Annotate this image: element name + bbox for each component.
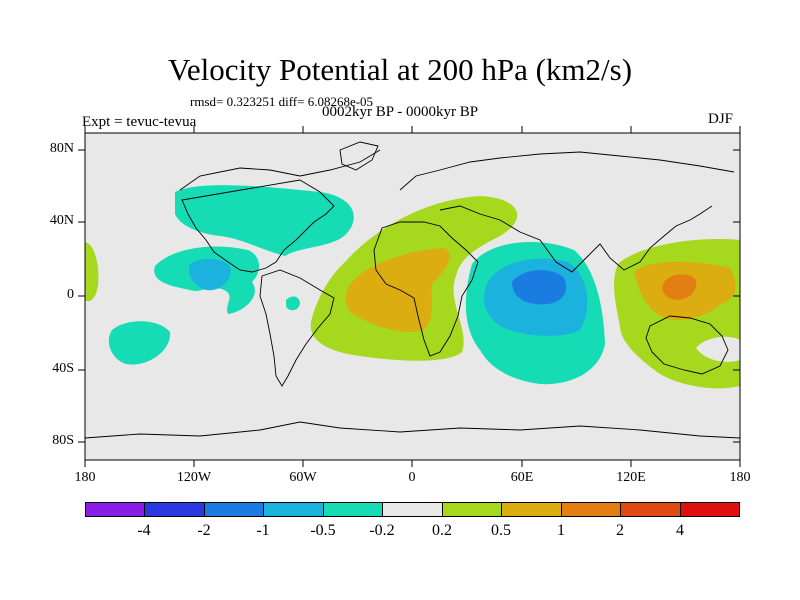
south-america-coast	[259, 269, 335, 387]
indian-ocean-center	[512, 270, 567, 305]
colorbar-label: -0.2	[369, 522, 395, 539]
south-pacific-negative	[108, 321, 171, 365]
lat-label-80s: 80S	[52, 433, 74, 448]
lon-label-120e: 120E	[616, 470, 646, 485]
colorbar-box	[502, 503, 562, 516]
australia-coast	[645, 315, 729, 375]
colorbar-box	[680, 503, 739, 516]
lon-label-0: 0	[408, 470, 416, 485]
colorbar-label: 4	[676, 522, 684, 539]
lat-label-80n: 80N	[49, 141, 74, 156]
season-label: DJF	[708, 111, 734, 127]
greenland-coast	[339, 141, 379, 171]
antarctica-coast	[85, 421, 740, 439]
rmsd-stats: rmsd= 0.323251 diff= 6.08268e-05	[190, 94, 374, 109]
africa-coast	[373, 221, 479, 357]
velocity-potential-field	[85, 185, 740, 389]
lon-label-180e: 180	[729, 470, 751, 485]
colorbar-box	[442, 503, 503, 516]
period-subtitle: 0002kyr BP - 0000kyr BP	[322, 104, 479, 120]
dateline-positive	[85, 242, 99, 302]
africa-positive	[345, 248, 450, 332]
colorbar-box	[383, 503, 443, 516]
australia-gap	[696, 336, 740, 362]
colorbar	[85, 502, 740, 517]
lon-label-120w: 120W	[176, 470, 212, 485]
north-america-coast	[179, 149, 381, 273]
colorbar-box	[323, 503, 384, 516]
lon-label-60w: 60W	[289, 470, 317, 485]
coastlines	[85, 141, 740, 439]
colorbar-box	[561, 503, 622, 516]
lon-label-180w: 180	[74, 470, 96, 485]
map-title: Velocity Potential at 200 hPa (km2/s)	[167, 52, 633, 87]
colorbar-box	[621, 503, 681, 516]
north-america-atlantic-negative	[175, 185, 354, 256]
lat-label-40s: 40S	[52, 361, 74, 376]
colorbar-label: 0.5	[491, 522, 511, 539]
lon-label-60e: 60E	[510, 470, 534, 485]
colorbar-box	[264, 503, 324, 516]
colorbar-label: 0.2	[432, 522, 452, 539]
central-america-negative	[188, 258, 231, 291]
colorbar-label: 2	[616, 522, 624, 539]
colorbar-box	[145, 503, 205, 516]
map-ticks	[78, 126, 741, 467]
colorbar-label: -0.5	[310, 522, 336, 539]
colorbar-box	[204, 503, 265, 516]
colorbar-label: -1	[256, 522, 270, 539]
lat-label-40n: 40N	[49, 213, 74, 228]
colorbar-label: -4	[137, 522, 151, 539]
amazon-negative	[286, 296, 300, 311]
maritime-continent-center	[662, 274, 697, 300]
colorbar-box	[86, 503, 146, 516]
lat-label-0: 0	[67, 287, 74, 302]
experiment-label: Expt = tevuc-tevua	[82, 114, 197, 130]
eurasia-coast	[399, 151, 735, 273]
colorbar-label: 1	[557, 522, 565, 539]
colorbar-label: -2	[197, 522, 211, 539]
